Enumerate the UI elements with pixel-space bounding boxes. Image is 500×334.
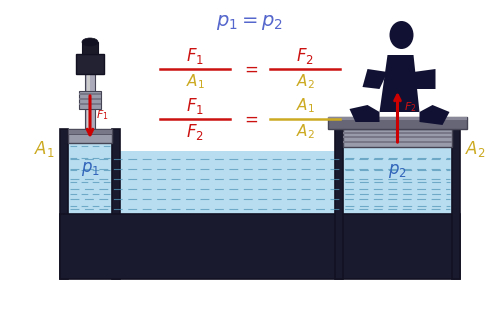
Text: $=$: $=$ xyxy=(242,60,258,78)
Text: $F_2$: $F_2$ xyxy=(296,46,314,66)
Bar xyxy=(85,74,95,129)
Bar xyxy=(328,117,467,120)
Bar xyxy=(60,129,68,279)
Text: $p_1 = p_2$: $p_1 = p_2$ xyxy=(216,12,284,31)
Text: $F_2$: $F_2$ xyxy=(186,122,204,142)
Bar xyxy=(79,103,101,105)
Bar xyxy=(68,129,112,143)
Bar xyxy=(76,54,104,74)
Ellipse shape xyxy=(390,21,413,49)
Bar xyxy=(343,129,452,147)
Bar xyxy=(68,129,112,214)
Text: $F_1$: $F_1$ xyxy=(186,96,204,116)
Text: $=$: $=$ xyxy=(242,110,258,128)
Text: $A_1$: $A_1$ xyxy=(296,97,314,115)
Text: $A_2$: $A_2$ xyxy=(296,123,314,141)
Polygon shape xyxy=(414,69,436,89)
Text: $A_1$: $A_1$ xyxy=(34,139,55,159)
Text: $p_1$: $p_1$ xyxy=(80,160,100,177)
Ellipse shape xyxy=(82,38,98,46)
Text: $A_2$: $A_2$ xyxy=(465,139,485,159)
Text: $F_2$: $F_2$ xyxy=(404,100,416,114)
Bar xyxy=(328,117,467,129)
Bar xyxy=(79,91,101,109)
Polygon shape xyxy=(362,69,388,89)
Text: $F_1$: $F_1$ xyxy=(186,46,204,66)
Text: $A_2$: $A_2$ xyxy=(296,73,314,92)
Text: $p_2$: $p_2$ xyxy=(388,162,407,179)
Bar xyxy=(87,74,90,129)
Bar xyxy=(343,141,452,143)
Polygon shape xyxy=(350,105,380,122)
Bar xyxy=(60,214,460,279)
Bar xyxy=(68,214,452,277)
Bar xyxy=(82,42,98,54)
Bar xyxy=(452,129,460,279)
Bar xyxy=(343,132,452,134)
Bar xyxy=(112,129,120,279)
Text: $A_1$: $A_1$ xyxy=(186,73,204,92)
Bar xyxy=(79,98,101,100)
Polygon shape xyxy=(420,105,450,125)
Bar xyxy=(343,136,452,138)
Bar xyxy=(68,151,452,214)
Text: $F_1$: $F_1$ xyxy=(96,108,108,122)
Bar xyxy=(343,129,452,214)
Bar xyxy=(335,129,343,279)
Bar xyxy=(68,129,112,134)
Bar xyxy=(79,93,101,95)
Polygon shape xyxy=(380,55,420,112)
